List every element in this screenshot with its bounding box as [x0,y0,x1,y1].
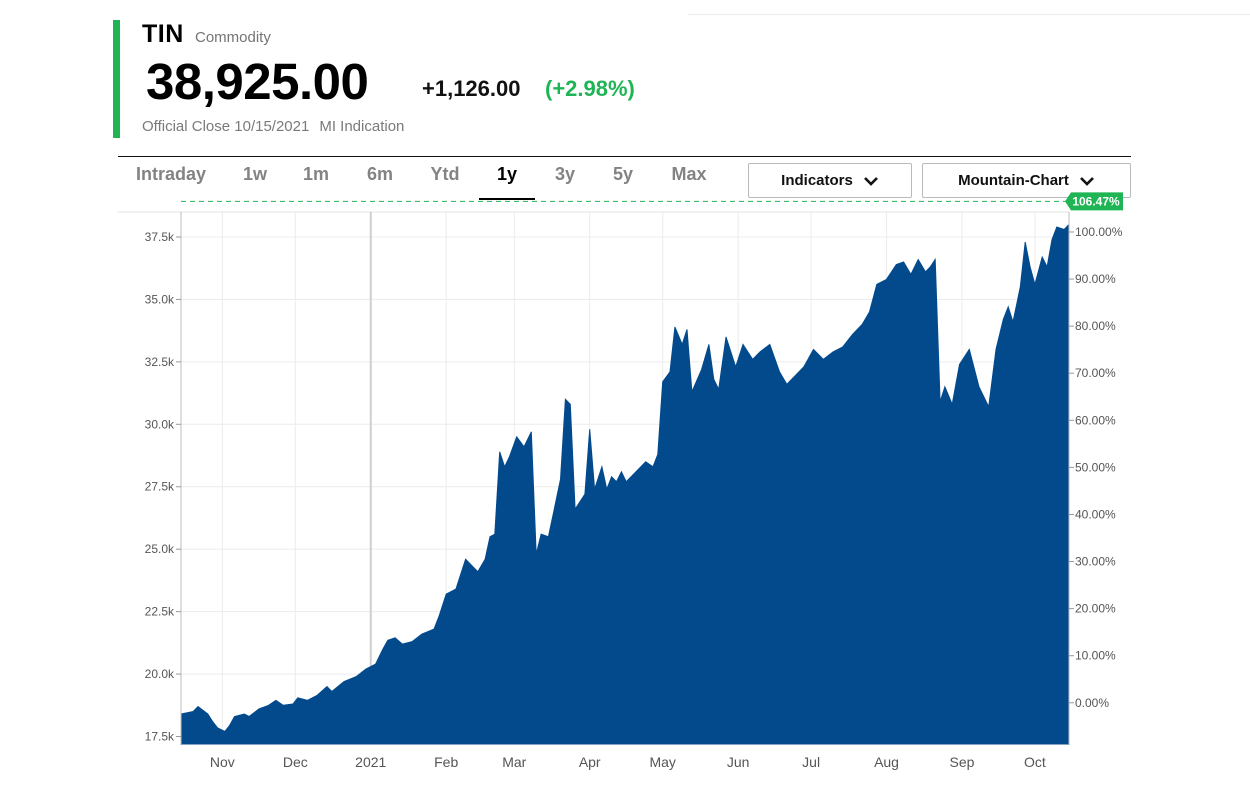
close-info: Official Close 10/15/2021 MI Indication [142,118,404,135]
quote-accent-bar [113,20,120,138]
chevron-down-icon [863,176,878,186]
last-value-badge [1065,192,1123,211]
y-tick-label: 17.5k [145,730,175,744]
x-tick-label: Apr [579,754,601,770]
x-tick-label: Dec [283,754,308,770]
x-tick-label: Jun [727,754,750,770]
header-divider [688,14,1250,15]
tab-6m[interactable]: 6m [366,164,393,184]
tab-1w[interactable]: 1w [242,164,267,184]
y-tick-label: 22.5k [145,605,175,619]
last-price: 38,925.00 [146,53,369,110]
price-area [180,223,1070,745]
tab-intraday[interactable]: Intraday [135,164,207,184]
y-tick-label: 20.0k [145,667,175,681]
tab-1m[interactable]: 1m [302,164,329,184]
y2-tick-label: 30.00% [1075,555,1116,569]
chart-type-dropdown[interactable]: Mountain-Chart [922,163,1131,198]
x-tick-label: May [649,754,675,770]
asset-type: Commodity [195,29,271,46]
y-tick-label: 35.0k [145,292,175,306]
x-tick-label: Feb [434,754,458,770]
close-label: Official Close 10/15/2021 [142,118,310,135]
y-tick-label: 32.5k [145,355,175,369]
tab-ytd[interactable]: Ytd [430,164,460,184]
price-change-percent: (+2.98%) [545,76,635,101]
x-tick-label: Nov [210,754,235,770]
active-tab-indicator [479,198,535,200]
y2-tick-label: 60.00% [1075,413,1116,427]
x-tick-label: Mar [502,754,526,770]
indicators-dropdown[interactable]: Indicators [748,163,912,198]
x-tick-label: Sep [949,754,974,770]
x-tick-label: Jul [802,754,820,770]
y2-tick-label: 70.00% [1075,366,1116,380]
y2-tick-label: 80.00% [1075,319,1116,333]
y-tick-label: 37.5k [145,230,175,244]
last-value-label: 106.47% [1072,194,1120,208]
y2-tick-label: 10.00% [1075,649,1116,663]
x-tick-label: 2021 [355,754,386,770]
x-tick-label: Aug [874,754,899,770]
y2-tick-label: 100.00% [1075,225,1123,239]
y2-tick-label: 50.00% [1075,460,1116,474]
y-tick-label: 27.5k [145,480,175,494]
price-source: MI Indication [319,118,405,135]
indicators-label: Indicators [781,172,853,189]
x-tick-label: Oct [1024,754,1046,770]
y2-tick-label: 40.00% [1075,507,1116,521]
y-tick-label: 30.0k [145,417,175,431]
tab-1y[interactable]: 1y [496,164,518,184]
y2-tick-label: 20.00% [1075,602,1116,616]
y2-tick-label: 90.00% [1075,272,1116,286]
price-change: +1,126.00 [422,76,521,101]
chart-type-label: Mountain-Chart [958,172,1069,189]
tab-max[interactable]: Max [671,164,707,184]
tab-5y[interactable]: 5y [612,164,634,184]
tab-3y[interactable]: 3y [554,164,576,184]
y2-tick-label: 0.00% [1075,696,1109,710]
range-divider [118,156,1131,157]
chevron-down-icon [1079,176,1094,186]
symbol: TIN [142,20,184,48]
y-tick-label: 25.0k [145,542,175,556]
